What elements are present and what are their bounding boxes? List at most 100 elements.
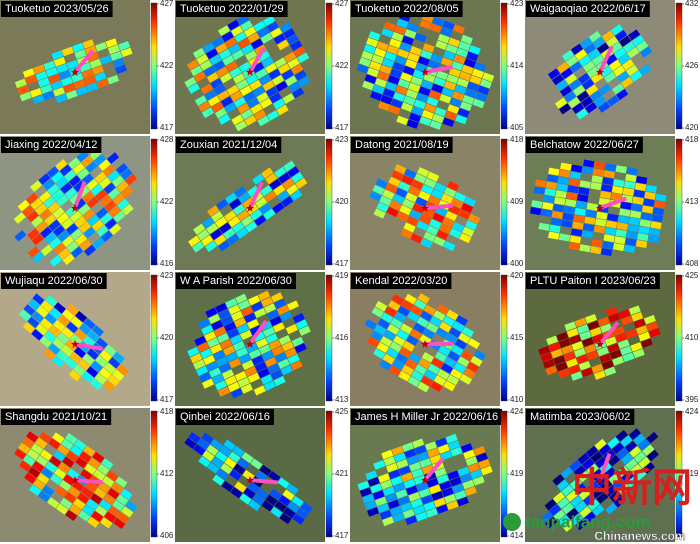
pixel <box>243 26 257 38</box>
pixel <box>540 352 553 363</box>
colorbar-tick-label: 419 <box>335 271 349 280</box>
pixel <box>282 489 295 501</box>
pixel <box>627 47 640 59</box>
pixel <box>433 310 446 321</box>
pixel <box>83 244 97 257</box>
pixel <box>107 170 120 182</box>
pixel <box>574 207 586 216</box>
pixel <box>462 479 475 490</box>
pixel <box>401 299 414 311</box>
pixel <box>66 303 79 316</box>
pixel <box>214 326 227 337</box>
pixel <box>261 296 274 308</box>
pixel <box>531 200 543 209</box>
pixel <box>435 40 448 50</box>
pixel <box>53 450 66 462</box>
pixel <box>255 470 268 482</box>
label-background <box>1 409 112 425</box>
pixel <box>295 319 308 330</box>
pixel <box>74 328 87 341</box>
pixel <box>216 468 229 480</box>
pixel <box>396 115 409 126</box>
pixel <box>540 208 553 218</box>
pixel <box>227 328 240 339</box>
pixel <box>418 488 431 498</box>
pixel <box>270 292 284 303</box>
pixel <box>44 214 57 226</box>
pixel <box>414 32 427 43</box>
pixel <box>18 309 31 322</box>
pixel <box>259 98 273 109</box>
pixel <box>40 449 53 461</box>
pixel <box>282 93 295 104</box>
pixel <box>629 210 642 219</box>
pixel <box>443 380 456 392</box>
panel-label: James H Miller Jr 2022/06/16 <box>355 411 498 423</box>
colorbar <box>325 274 333 402</box>
pixel <box>17 85 30 95</box>
pixel <box>201 107 215 119</box>
pixel <box>88 457 101 469</box>
pixel <box>408 492 421 502</box>
pixel <box>636 175 648 185</box>
pixel <box>103 362 116 375</box>
pixel <box>265 333 278 344</box>
pixel <box>567 185 579 194</box>
pixel <box>643 314 656 325</box>
pixel <box>261 56 274 68</box>
pixel <box>35 71 48 81</box>
pixel <box>388 176 401 187</box>
pixel <box>230 487 243 499</box>
pixel <box>278 63 291 75</box>
pixel <box>423 231 436 242</box>
pixel <box>640 212 653 221</box>
label-background <box>351 273 452 289</box>
pixel <box>586 350 599 361</box>
pixel <box>66 59 79 70</box>
pixel <box>605 306 618 317</box>
pixel <box>374 77 387 88</box>
panel-label: Tuoketuo 2022/08/05 <box>355 3 459 15</box>
pixel <box>246 318 260 330</box>
pixel <box>295 177 308 189</box>
pixel <box>435 327 448 339</box>
pixel <box>61 217 74 230</box>
pixel <box>18 442 31 454</box>
pixel <box>216 198 229 211</box>
pixel <box>604 227 616 236</box>
pixel <box>206 72 220 83</box>
pixel <box>630 70 643 82</box>
pixel <box>264 62 278 74</box>
pixel <box>19 460 32 472</box>
colorbar-tick-label: 416 <box>160 259 174 268</box>
pixel <box>217 386 230 397</box>
colorbar <box>675 2 683 130</box>
pixel <box>654 200 666 209</box>
wind-arrow <box>74 342 103 351</box>
pixel <box>237 323 250 334</box>
pixel <box>655 193 667 202</box>
pixel <box>452 221 465 233</box>
pixel <box>277 39 290 51</box>
pixel <box>252 331 266 342</box>
pixel <box>576 108 589 120</box>
pixel <box>28 466 41 479</box>
pixel <box>418 358 431 369</box>
pixel <box>294 69 307 81</box>
pixel <box>424 369 437 381</box>
pixel <box>599 190 612 200</box>
pixel <box>571 164 583 173</box>
pixel <box>228 304 241 315</box>
pixel <box>555 79 569 92</box>
colorbar-tick-label: 420 <box>160 333 174 342</box>
pixel <box>406 119 419 129</box>
pixel <box>628 305 641 316</box>
pixel <box>53 224 66 237</box>
pixel <box>197 229 210 241</box>
pixel <box>244 50 258 61</box>
pixel <box>638 456 651 469</box>
pixel <box>35 437 48 449</box>
pixel <box>621 76 634 89</box>
